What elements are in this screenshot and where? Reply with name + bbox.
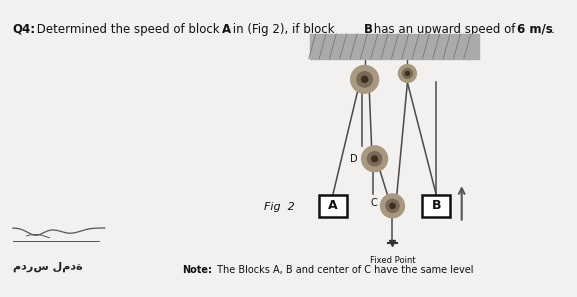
Text: C: C [370,198,377,208]
Ellipse shape [381,194,404,218]
Text: Fixed Point: Fixed Point [370,256,415,265]
Ellipse shape [386,199,399,212]
Ellipse shape [368,152,382,166]
Text: Fig  2: Fig 2 [264,202,295,212]
Ellipse shape [357,72,372,87]
Text: Note:: Note: [182,265,212,275]
Ellipse shape [399,64,417,82]
Text: مدرس لمدة: مدرس لمدة [13,262,83,272]
Text: D: D [350,154,358,164]
Ellipse shape [403,69,413,78]
Text: The Blocks A, B and center of C have the same level: The Blocks A, B and center of C have the… [214,265,473,275]
Text: B: B [432,199,441,212]
Text: Q4:: Q4: [13,23,36,36]
Ellipse shape [362,76,368,82]
Text: A: A [328,199,338,212]
Bar [319,195,347,217]
Text: Determined the speed of block: Determined the speed of block [33,23,223,36]
Ellipse shape [406,72,410,75]
Ellipse shape [372,156,377,162]
Bar [422,195,450,217]
Text: in (Fig 2), if block: in (Fig 2), if block [229,23,338,36]
Text: .: . [550,23,554,36]
Ellipse shape [351,66,379,93]
Text: has an upward speed of: has an upward speed of [370,23,519,36]
Ellipse shape [390,203,395,208]
Text: 6 m/s: 6 m/s [517,23,553,36]
Text: B: B [364,23,373,36]
Ellipse shape [362,146,388,172]
Text: A: A [222,23,231,36]
